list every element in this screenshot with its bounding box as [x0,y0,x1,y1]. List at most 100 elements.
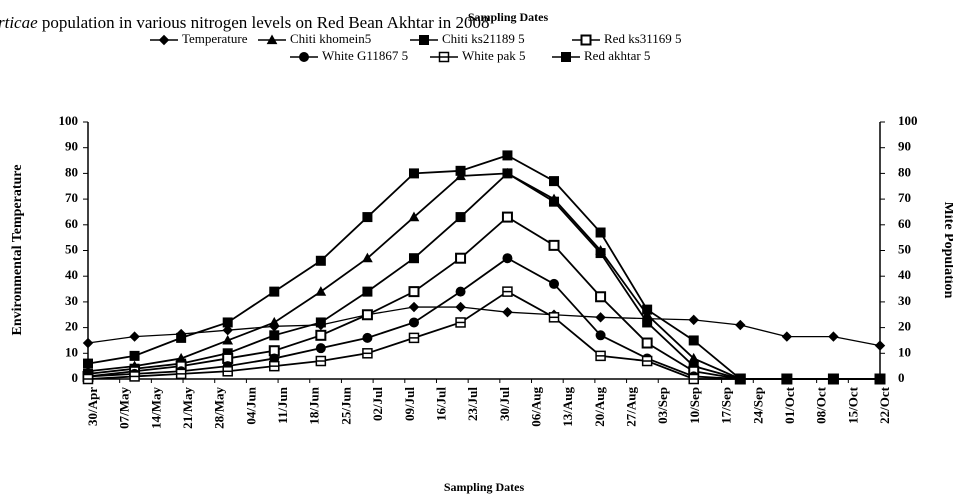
y-tick-label: 20 [65,319,78,334]
x-tick-label: 20/Aug [592,387,607,427]
marker [828,331,839,342]
x-tick-label: 21/May [180,387,195,429]
marker [502,253,513,264]
marker [315,355,327,367]
marker [82,337,94,349]
x-tick-label: 30/Jul [497,387,512,421]
marker [735,319,746,331]
x-tick-label: 11/Jun [275,386,290,424]
y-tick-label: 0 [72,370,79,385]
marker [548,239,560,251]
marker [828,374,839,384]
marker [222,324,233,336]
y2-tick-label: 30 [898,293,911,308]
y2-tick-label: 90 [898,139,911,154]
marker [408,253,419,264]
marker [735,374,746,384]
y2-tick-label: 60 [898,216,911,231]
marker [362,286,373,297]
x-tick-label: 01/Oct [782,386,797,423]
x-tick-label: 24/Sep [750,387,765,424]
marker [266,34,278,45]
marker [268,316,280,327]
x-tick-label: 09/Jul [402,387,417,421]
marker [419,35,429,45]
marker [408,332,420,344]
y2-tick-label: 10 [898,344,911,359]
marker [362,252,373,263]
legend-label: Red ks31169 5 [604,31,682,46]
x-tick-label: 17/Sep [719,387,734,424]
y2-axis-label: Mite Population [941,202,953,299]
legend-label: Chiti khomein5 [290,31,371,46]
marker [874,340,886,351]
top-label: Sampling Dates [468,10,549,24]
marker [361,309,373,321]
marker [502,150,513,161]
series-line [87,172,880,380]
x-tick-label: 13/Aug [560,387,575,427]
y-tick-label: 70 [65,190,78,205]
y-tick-label: 30 [65,293,78,308]
marker [129,331,140,342]
marker [455,252,467,264]
marker [595,291,607,303]
y-axis-label: Environmental Temperature [10,165,25,336]
marker [561,52,571,62]
marker [315,286,327,296]
marker [549,196,560,207]
y-tick-label: 40 [65,267,78,282]
marker [315,343,326,354]
marker [408,211,420,222]
marker [362,332,373,343]
marker [642,304,653,315]
marker [549,176,560,187]
marker [595,248,606,259]
marker [688,373,699,385]
y-tick-label: 80 [65,164,78,179]
marker [438,51,450,63]
x-tick-label: 08/Oct [814,386,829,423]
series-line [87,306,881,347]
marker [580,34,592,46]
title-rest: population in various nitrogen levels on… [38,13,490,32]
marker [595,350,606,362]
x-tick-label: 28/May [212,387,227,429]
x-tick-label: 14/May [148,387,163,429]
marker [501,211,513,223]
legend-label: White G11867 5 [322,48,408,63]
marker [222,366,233,377]
marker [315,317,326,328]
marker [455,301,466,313]
series-line [87,290,880,380]
y2-tick-label: 40 [898,267,911,282]
y-tick-label: 10 [65,344,78,359]
marker [688,335,699,346]
marker [502,306,513,318]
marker [408,168,419,179]
x-tick-label: 02/Jul [370,387,385,421]
marker [269,286,280,297]
marker [129,371,140,382]
marker [408,286,420,298]
marker [362,212,373,223]
x-axis-label: Sampling Dates [444,480,525,494]
x-tick-label: 03/Sep [655,387,670,424]
y-tick-label: 100 [59,113,79,128]
y2-tick-label: 70 [898,190,911,205]
x-tick-label: 06/Aug [529,387,544,427]
marker [549,278,560,289]
y-tick-label: 50 [65,241,78,256]
marker [548,312,560,323]
x-tick-label: 27/Aug [624,387,639,427]
marker [158,34,170,46]
legend-label: Chiti ks21189 5 [442,31,525,46]
marker [502,168,513,179]
marker [781,331,793,342]
marker [455,286,466,297]
marker [595,330,606,341]
y2-tick-label: 50 [898,241,911,256]
marker [641,337,653,349]
marker [595,227,606,238]
